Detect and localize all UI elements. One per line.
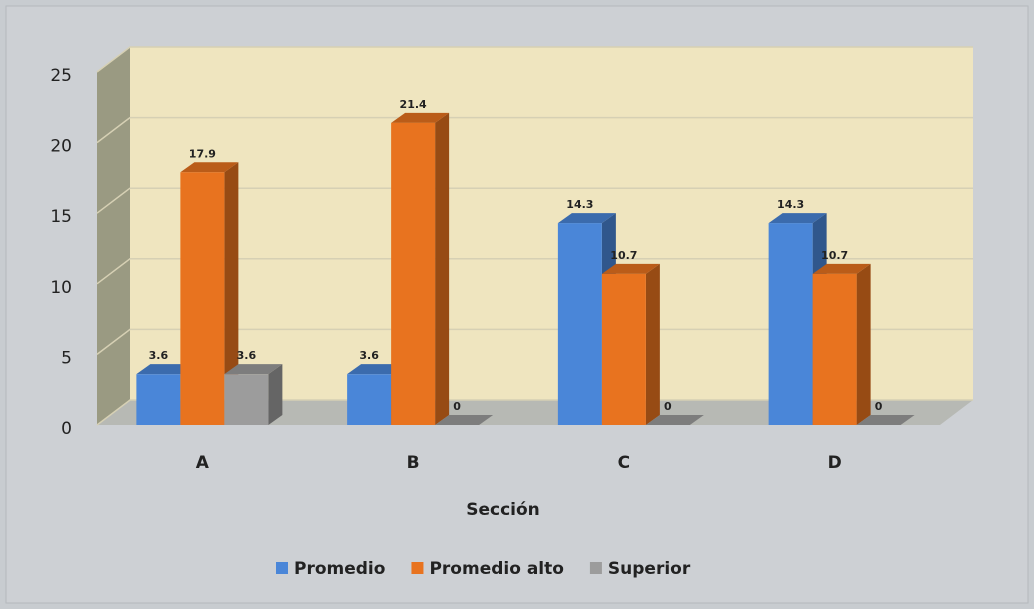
y-tick-label: 5 (61, 348, 72, 368)
bar (391, 122, 436, 425)
y-tick-label: 20 (50, 137, 72, 157)
data-label: 0 (875, 400, 883, 413)
bar-top (136, 364, 195, 375)
x-tick-label: B (407, 453, 420, 473)
data-label: 10.7 (821, 249, 848, 262)
bar (180, 172, 225, 425)
bar (812, 273, 857, 425)
bar (347, 374, 392, 425)
bar-side (435, 112, 450, 425)
x-tick-label: A (196, 453, 210, 473)
grid-line (96, 116, 973, 144)
grid-line (96, 258, 973, 285)
bar-side (268, 364, 283, 425)
legend-label: Promedio (294, 559, 385, 579)
y-tick-label: 25 (50, 66, 72, 86)
bar (768, 223, 813, 425)
bar (557, 223, 602, 425)
bar-top (391, 112, 450, 123)
data-label: 3.6 (359, 349, 379, 362)
bar-top (180, 162, 239, 173)
bar-top (601, 263, 660, 274)
bar-top (557, 213, 616, 224)
grid-line (96, 46, 973, 73)
data-label: 21.4 (400, 98, 427, 111)
x-tick-label: C (618, 453, 630, 473)
x-tick-label: D (828, 453, 842, 473)
data-label: 3.6 (149, 349, 169, 362)
bar (224, 374, 269, 425)
back-wall (130, 47, 973, 400)
bar-top (224, 364, 283, 375)
legend-swatch (276, 562, 288, 574)
side-wall (97, 47, 130, 425)
bar-top (856, 415, 915, 425)
legend-label: Superior (608, 559, 691, 579)
bar-side (645, 263, 660, 425)
y-tick-label: 0 (61, 419, 72, 439)
legend-swatch (411, 562, 424, 574)
grid-line (96, 328, 973, 355)
legend-label: Promedio alto (429, 559, 563, 579)
data-label: 10.7 (610, 249, 637, 262)
data-label: 3.6 (237, 349, 257, 362)
data-label: 14.3 (566, 198, 593, 211)
bar (136, 374, 181, 425)
data-label: 0 (664, 400, 672, 413)
bar-top (347, 364, 406, 375)
y-tick-label: 10 (50, 278, 72, 298)
y-tick-label: 15 (50, 207, 72, 227)
bar-top (768, 213, 827, 224)
bar-top (812, 263, 871, 274)
legend-swatch (589, 562, 602, 574)
grid-line (96, 399, 973, 426)
grid-line (96, 187, 973, 214)
bar-top (645, 415, 704, 425)
data-label: 14.3 (777, 198, 804, 211)
bar-side (224, 162, 239, 425)
bar-side (856, 263, 871, 425)
x-axis-title: Sección (466, 500, 540, 520)
data-label: 0 (453, 400, 461, 413)
data-label: 17.9 (189, 147, 216, 160)
bar (601, 273, 646, 425)
bar-top (435, 415, 494, 425)
floor (97, 400, 973, 425)
